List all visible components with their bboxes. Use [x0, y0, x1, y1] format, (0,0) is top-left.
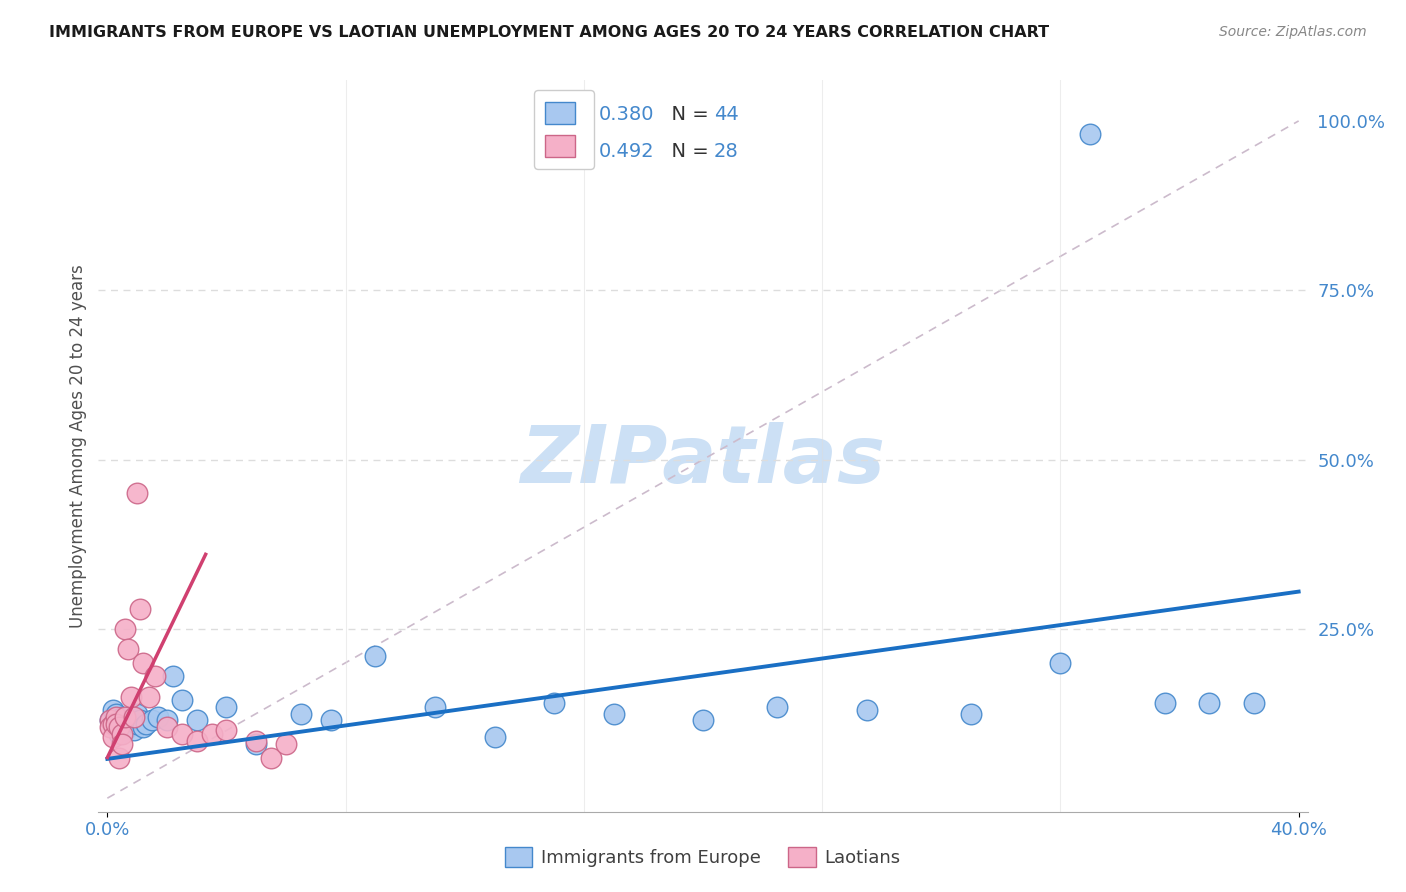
- Point: [103, 730, 125, 744]
- Point: [856, 703, 879, 717]
- Point: [105, 706, 128, 721]
- Point: [156, 714, 179, 728]
- Point: [215, 723, 238, 738]
- Point: [103, 716, 125, 731]
- Point: [105, 716, 128, 731]
- Text: 0.492: 0.492: [599, 142, 655, 161]
- Point: [135, 716, 157, 731]
- Point: [127, 486, 149, 500]
- Point: [108, 750, 131, 764]
- Text: N =: N =: [659, 142, 716, 161]
- Text: 28: 28: [714, 142, 738, 161]
- Point: [132, 720, 155, 734]
- Point: [117, 710, 139, 724]
- Text: 44: 44: [714, 104, 738, 124]
- Point: [122, 710, 145, 724]
- Point: [105, 720, 128, 734]
- Point: [170, 727, 193, 741]
- Text: 0.380: 0.380: [599, 104, 654, 124]
- Point: [111, 727, 134, 741]
- Point: [245, 733, 267, 747]
- Text: Source: ZipAtlas.com: Source: ZipAtlas.com: [1219, 25, 1367, 39]
- Point: [1198, 697, 1220, 711]
- Point: [766, 699, 789, 714]
- Point: [120, 714, 142, 728]
- Point: [484, 730, 506, 744]
- Text: IMMIGRANTS FROM EUROPE VS LAOTIAN UNEMPLOYMENT AMONG AGES 20 TO 24 YEARS CORRELA: IMMIGRANTS FROM EUROPE VS LAOTIAN UNEMPL…: [49, 25, 1049, 40]
- Point: [245, 737, 267, 751]
- Point: [186, 714, 208, 728]
- Text: R =: R =: [551, 104, 593, 124]
- Point: [274, 737, 297, 751]
- Text: R =: R =: [551, 142, 593, 161]
- Point: [1049, 656, 1071, 670]
- Point: [260, 750, 283, 764]
- Point: [98, 714, 121, 728]
- Point: [114, 714, 136, 728]
- Point: [108, 727, 131, 741]
- Point: [127, 716, 149, 731]
- Point: [114, 710, 136, 724]
- Point: [319, 714, 342, 728]
- Point: [602, 706, 624, 721]
- Point: [364, 648, 387, 663]
- Point: [543, 697, 565, 711]
- Point: [122, 723, 145, 738]
- Point: [129, 714, 152, 728]
- Point: [108, 714, 131, 728]
- Point: [117, 642, 139, 657]
- Point: [1153, 697, 1175, 711]
- Text: ZIPatlas: ZIPatlas: [520, 422, 886, 500]
- Point: [156, 720, 179, 734]
- Point: [127, 706, 149, 721]
- Point: [138, 690, 160, 704]
- Point: [108, 720, 131, 734]
- Point: [290, 706, 312, 721]
- Point: [111, 737, 134, 751]
- Legend: , : ,: [534, 90, 595, 169]
- Point: [129, 601, 152, 615]
- Point: [186, 733, 208, 747]
- Point: [114, 723, 136, 738]
- Point: [111, 720, 134, 734]
- Point: [103, 703, 125, 717]
- Point: [114, 622, 136, 636]
- Point: [120, 690, 142, 704]
- Point: [1078, 128, 1101, 142]
- Point: [143, 669, 166, 683]
- Point: [200, 727, 222, 741]
- Point: [162, 669, 184, 683]
- Point: [170, 693, 193, 707]
- Text: N =: N =: [659, 104, 716, 124]
- Point: [98, 720, 121, 734]
- Point: [423, 699, 446, 714]
- Point: [98, 714, 121, 728]
- Point: [1243, 697, 1265, 711]
- Point: [103, 716, 125, 731]
- Point: [141, 714, 163, 728]
- Point: [132, 656, 155, 670]
- Point: [960, 706, 983, 721]
- Point: [117, 716, 139, 731]
- Point: [105, 710, 128, 724]
- Y-axis label: Unemployment Among Ages 20 to 24 years: Unemployment Among Ages 20 to 24 years: [69, 264, 87, 628]
- Point: [146, 710, 169, 724]
- Point: [111, 710, 134, 724]
- Legend: Immigrants from Europe, Laotians: Immigrants from Europe, Laotians: [498, 839, 908, 874]
- Point: [692, 714, 714, 728]
- Point: [215, 699, 238, 714]
